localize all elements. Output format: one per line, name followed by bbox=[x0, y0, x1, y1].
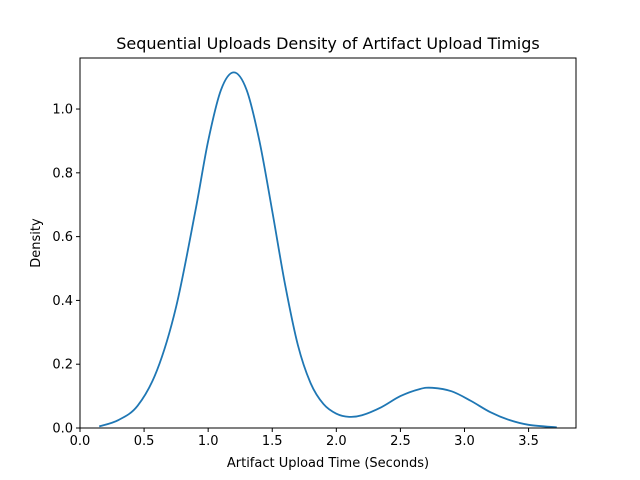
plot-area bbox=[79, 57, 577, 429]
y-axis-ticks: 0.0 0.2 0.4 0.6 0.8 1.0 bbox=[52, 103, 80, 437]
x-tick-label: 1.0 bbox=[198, 434, 219, 449]
y-tick-label: 0.2 bbox=[52, 358, 73, 373]
chart-title: Sequential Uploads Density of Artifact U… bbox=[116, 34, 539, 53]
y-tick-label: 0.8 bbox=[52, 166, 73, 181]
y-axis-label: Density bbox=[29, 218, 44, 268]
x-tick-label: 0.0 bbox=[70, 434, 91, 449]
x-axis-ticks: 0.0 0.5 1.0 1.5 2.0 2.5 3.0 3.5 bbox=[70, 428, 539, 449]
y-tick-label: 0.4 bbox=[52, 294, 73, 309]
axes-frame bbox=[79, 57, 577, 429]
y-tick-label: 1.0 bbox=[52, 103, 73, 118]
x-axis-label: Artifact Upload Time (Seconds) bbox=[227, 456, 429, 471]
density-curve bbox=[98, 71, 557, 429]
x-tick-label: 3.0 bbox=[454, 434, 475, 449]
x-tick-label: 0.5 bbox=[134, 434, 155, 449]
x-tick-label: 2.5 bbox=[390, 434, 411, 449]
x-tick-label: 2.0 bbox=[326, 434, 347, 449]
x-tick-label: 3.5 bbox=[518, 434, 539, 449]
x-tick-label: 1.5 bbox=[262, 434, 283, 449]
y-tick-label: 0.6 bbox=[52, 230, 73, 245]
y-tick-label: 0.0 bbox=[52, 422, 73, 437]
